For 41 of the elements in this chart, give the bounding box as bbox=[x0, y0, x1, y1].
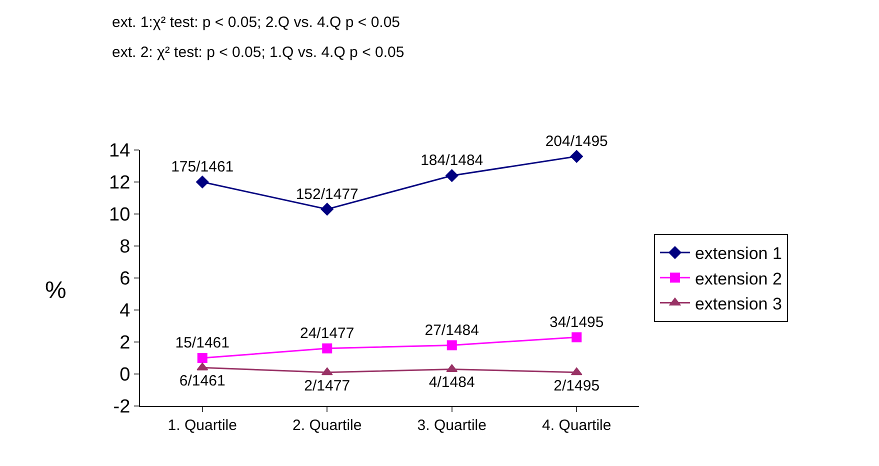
legend-label: extension 2 bbox=[694, 269, 782, 288]
data-label: 2/1477 bbox=[304, 377, 350, 394]
legend-label: extension 3 bbox=[694, 294, 782, 314]
data-label: 2/1495 bbox=[554, 377, 600, 394]
y-tick-label: 12 bbox=[109, 172, 130, 194]
point bbox=[322, 343, 332, 354]
text: ext. 1:χ² test: p < 0.05; 2.Q vs. 4.Q p < 0.05 bbox=[112, 14, 400, 31]
point bbox=[446, 340, 457, 350]
y-tick-label: 2 bbox=[120, 332, 130, 354]
data-label: 6/1461 bbox=[179, 372, 226, 390]
point bbox=[196, 176, 209, 188]
point bbox=[570, 367, 582, 376]
data-label: 34/1495 bbox=[550, 314, 604, 331]
data-label: 24/1477 bbox=[300, 325, 354, 342]
x-tick-label: 3. Quartile bbox=[417, 417, 486, 434]
y-tick-label: 10 bbox=[109, 204, 130, 226]
y-tick-label: 6 bbox=[120, 268, 130, 290]
legend-label: extension 1 bbox=[694, 244, 782, 264]
data-label: 184/1484 bbox=[420, 152, 484, 170]
data-label: 152/1477 bbox=[296, 186, 358, 203]
data-label: 175/1461 bbox=[171, 158, 234, 176]
point bbox=[320, 202, 334, 216]
y-axis-title: % bbox=[45, 277, 66, 304]
point bbox=[321, 367, 333, 376]
data-label: 4/1484 bbox=[428, 374, 475, 392]
point bbox=[572, 332, 582, 342]
data-label: 15/1461 bbox=[175, 334, 230, 352]
point bbox=[446, 169, 458, 182]
data-label: 27/1484 bbox=[424, 322, 479, 339]
data-label: 204/1495 bbox=[545, 133, 608, 150]
point bbox=[570, 150, 583, 163]
x-tick-label: 2. Quartile bbox=[292, 417, 362, 434]
text: ext. 2: χ² test: p < 0.05; 1.Q vs. 4.Q p < 0.05 bbox=[112, 44, 404, 61]
x-tick-label: 1. Quartile bbox=[168, 417, 237, 434]
point bbox=[197, 353, 208, 363]
y-tick-label: 14 bbox=[109, 140, 131, 162]
y-tick-label: 8 bbox=[120, 236, 130, 258]
y-tick-label: 4 bbox=[120, 300, 131, 322]
y-tick-label: -2 bbox=[113, 396, 130, 418]
y-tick-label: 0 bbox=[120, 364, 130, 386]
x-tick-label: 4. Quartile bbox=[542, 417, 612, 434]
